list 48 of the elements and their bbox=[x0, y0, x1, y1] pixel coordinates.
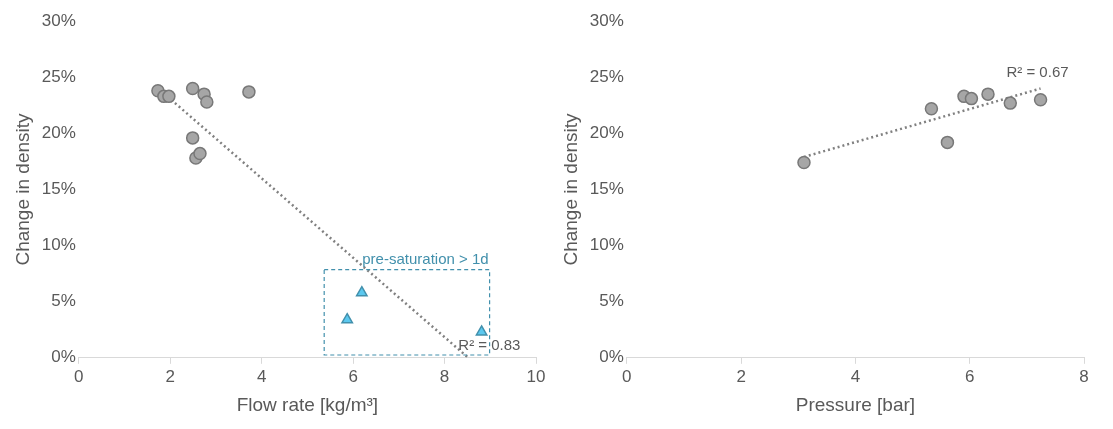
point bbox=[162, 89, 176, 104]
annotation: pre-saturation > 1d bbox=[362, 250, 489, 268]
point bbox=[185, 81, 200, 96]
x-axis-title: Flow rate [kg/m³] bbox=[236, 393, 379, 415]
y-tick-label: 15% bbox=[589, 179, 624, 199]
x-tick-label: 6 bbox=[348, 366, 358, 386]
point bbox=[797, 155, 811, 170]
point bbox=[1033, 92, 1048, 107]
y-tick-label: 25% bbox=[589, 66, 624, 86]
point bbox=[475, 325, 488, 336]
point bbox=[200, 95, 214, 109]
annotation: R² = 0.67 bbox=[1006, 62, 1069, 80]
y-tick-label: 20% bbox=[41, 123, 76, 143]
y-tick-label: 15% bbox=[41, 179, 76, 199]
x-tick-label: 2 bbox=[736, 366, 746, 386]
point bbox=[242, 85, 256, 99]
point bbox=[924, 101, 939, 116]
y-tick-label: 10% bbox=[589, 235, 624, 255]
y-tick-label: 10% bbox=[41, 235, 76, 255]
point bbox=[940, 135, 955, 150]
x-tick-label: 0 bbox=[74, 366, 84, 386]
point bbox=[1003, 96, 1018, 110]
y-tick-label: 0% bbox=[599, 347, 624, 367]
point bbox=[355, 285, 368, 297]
x-tick-label: 0 bbox=[622, 366, 632, 386]
point bbox=[185, 131, 200, 145]
annotation: R² = 0.83 bbox=[458, 335, 521, 353]
y-tick-label: 5% bbox=[51, 291, 76, 311]
y-tick-label: 0% bbox=[51, 347, 76, 367]
y-tick-label: 25% bbox=[41, 66, 76, 86]
point bbox=[341, 312, 354, 324]
point bbox=[981, 87, 995, 101]
x-tick-label: 8 bbox=[1079, 366, 1089, 386]
x-tick-label: 8 bbox=[439, 366, 450, 386]
point bbox=[964, 91, 979, 106]
y-axis-title: Change in density bbox=[559, 112, 581, 266]
y-tick-label: 20% bbox=[589, 123, 624, 143]
x-tick-label: 4 bbox=[256, 366, 267, 386]
x-tick-label: 6 bbox=[964, 366, 975, 386]
x-tick-label: 10 bbox=[526, 366, 546, 386]
y-axis-title: Change in density bbox=[11, 112, 33, 266]
x-tick-label: 2 bbox=[165, 366, 175, 386]
y-tick-label: 30% bbox=[589, 10, 624, 30]
point bbox=[193, 146, 207, 161]
y-tick-label: 30% bbox=[41, 10, 76, 30]
x-axis-title: Pressure [bar] bbox=[795, 393, 916, 415]
x-tick-label: 4 bbox=[850, 366, 861, 386]
y-tick-label: 5% bbox=[599, 291, 624, 311]
